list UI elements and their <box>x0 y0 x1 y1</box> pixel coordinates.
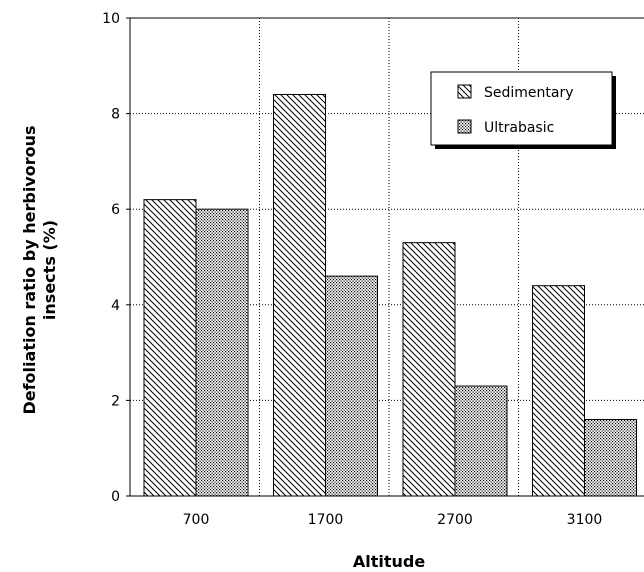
y-tick-label: 10 <box>102 11 120 27</box>
legend-swatch-ultrabasic <box>457 119 472 134</box>
legend-label-sedimentary: Sedimentary <box>484 85 574 101</box>
y-tick-label: 8 <box>111 107 120 123</box>
bar-ultrabasic-1700 <box>325 275 378 497</box>
bar-sedimentary-1700 <box>273 93 326 497</box>
y-tick-labels: 0 2 4 6 8 10 <box>102 11 130 505</box>
legend-label-ultrabasic: Ultrabasic <box>484 120 554 136</box>
bar-ultrabasic-700 <box>195 208 249 497</box>
y-tick-label: 2 <box>111 393 120 409</box>
bar-sedimentary-2700 <box>402 242 456 497</box>
legend: Sedimentary Ultrabasic <box>430 71 616 149</box>
legend-swatch-sedimentary <box>457 84 472 99</box>
bar-ultrabasic-3100 <box>584 419 637 497</box>
y-tick-label: 6 <box>111 202 120 218</box>
axes <box>129 17 644 497</box>
y-tick-label: 0 <box>111 489 120 505</box>
x-tick-label: 700 <box>183 512 210 528</box>
x-axis-title: Altitude <box>353 552 425 571</box>
y-axis-title: Defoliation ratio by herbivorous insects… <box>20 125 59 414</box>
bars <box>143 93 637 497</box>
y-axis-title-line-1: Defoliation ratio by herbivorous <box>20 125 39 414</box>
y-axis-title-line-2: insects (%) <box>40 220 59 320</box>
bar-sedimentary-3100 <box>532 285 585 497</box>
x-tick-label: 3100 <box>567 512 603 528</box>
y-tick-label: 4 <box>111 298 120 314</box>
x-tick-label: 2700 <box>437 512 473 528</box>
x-tick-label: 1700 <box>308 512 344 528</box>
bar-ultrabasic-2700 <box>454 385 508 497</box>
bar-sedimentary-700 <box>143 199 197 497</box>
x-tick-labels: 700 1700 2700 3100 <box>183 512 603 528</box>
